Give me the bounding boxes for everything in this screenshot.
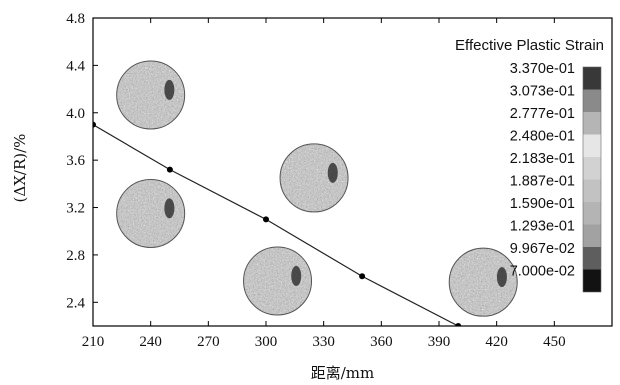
inset-edge xyxy=(448,247,518,317)
data-point-3 xyxy=(263,216,269,223)
legend-swatch xyxy=(583,224,601,247)
legend-entry: 1.887e-01 xyxy=(510,174,575,190)
y-tick-label: 3.2 xyxy=(66,201,85,217)
x-tick-label: 240 xyxy=(139,334,162,350)
legend-title: Effective Plastic Strain xyxy=(455,37,604,54)
x-tick-label: 300 xyxy=(255,334,278,350)
legend-swatch xyxy=(583,134,601,157)
particle-inset-5 xyxy=(448,247,518,317)
y-axis-title: (ΔX/R)/% xyxy=(11,134,29,203)
inset-edge xyxy=(279,143,349,213)
x-tick-label: 210 xyxy=(82,334,105,350)
y-tick-label: 4.0 xyxy=(66,106,85,122)
x-axis-title: 距离/mm xyxy=(311,364,375,382)
x-tick-label: 390 xyxy=(428,334,451,350)
inset-dark-spot xyxy=(496,267,507,288)
legend-bar-border xyxy=(582,66,602,293)
y-tick-label: 3.6 xyxy=(66,153,85,169)
y-tick-label: 4.4 xyxy=(66,58,85,74)
data-point-5 xyxy=(455,323,462,326)
legend-entry: 2.183e-01 xyxy=(510,151,575,167)
data-point-4 xyxy=(359,273,366,280)
legend-entry: 9.967e-02 xyxy=(510,241,575,257)
x-tick-label: 420 xyxy=(485,334,508,350)
legend-swatch xyxy=(583,67,601,90)
inset-edge xyxy=(116,60,186,130)
inset-dark-spot xyxy=(164,198,175,219)
x-tick-label: 450 xyxy=(543,334,566,350)
legend-entry: 3.073e-01 xyxy=(510,84,575,100)
x-tick-label: 270 xyxy=(197,334,220,350)
x-tick-label: 330 xyxy=(312,334,335,350)
legend-entry: 7.000e-02 xyxy=(510,264,575,280)
inset-dark-spot xyxy=(327,162,338,183)
legend-swatch xyxy=(583,89,601,112)
inset-edge xyxy=(116,178,186,248)
legend-swatch xyxy=(583,269,601,292)
x-tick-label: 360 xyxy=(370,334,393,350)
legend-swatch xyxy=(583,247,601,270)
y-tick-label: 2.4 xyxy=(66,295,85,311)
legend-entry: 1.293e-01 xyxy=(510,219,575,235)
legend-entry: 1.590e-01 xyxy=(510,196,575,212)
legend-entry: 2.777e-01 xyxy=(510,106,575,122)
data-point-1 xyxy=(93,121,96,128)
particle-inset-3 xyxy=(243,246,313,316)
y-tick-label: 4.8 xyxy=(66,11,85,27)
legend-swatch xyxy=(583,157,601,180)
legend-entry: 3.370e-01 xyxy=(510,61,575,77)
y-tick-label: 2.8 xyxy=(66,248,85,264)
particle-inset-2 xyxy=(116,178,186,248)
data-point-2 xyxy=(166,166,173,173)
legend-swatch xyxy=(583,179,601,202)
plot-frame xyxy=(92,17,613,327)
inset-edge xyxy=(243,246,313,316)
legend-swatch xyxy=(583,112,601,135)
inset-dark-spot xyxy=(291,265,302,286)
legend-entry: 2.480e-01 xyxy=(510,129,575,145)
inset-dark-spot xyxy=(164,79,175,100)
legend-swatch xyxy=(583,202,601,225)
particle-inset-4 xyxy=(279,143,349,213)
particle-inset-1 xyxy=(116,60,186,130)
